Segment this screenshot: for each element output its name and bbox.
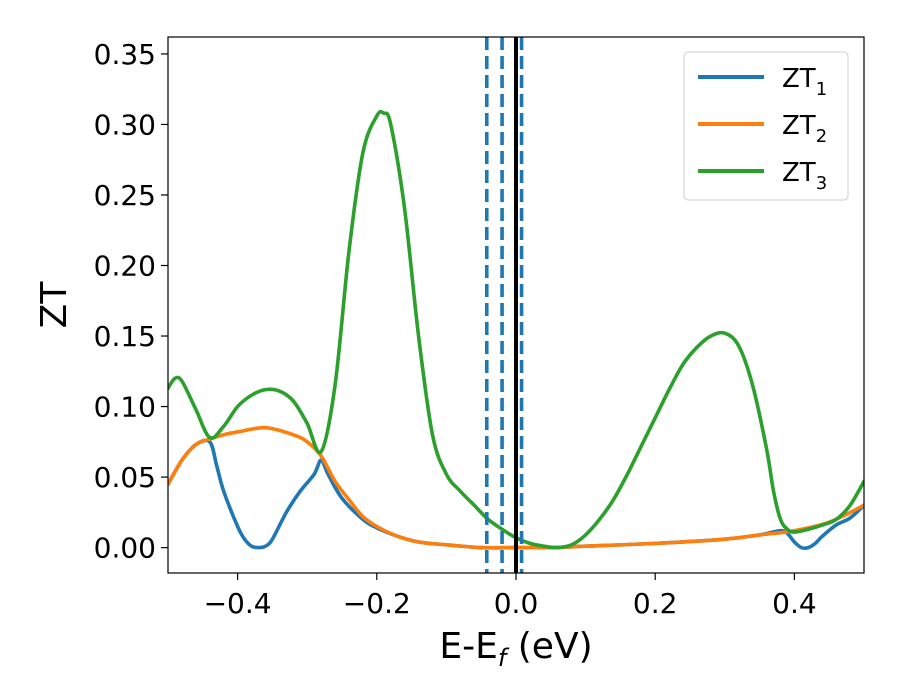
legend: ZT1 ZT2 ZT3 [683, 51, 849, 201]
series-line-zt2 [168, 425, 864, 550]
y-tick-label: 0.15 [94, 320, 156, 353]
y-tick-label: 0.20 [94, 250, 156, 283]
x-tick-label: 0.2 [633, 587, 678, 620]
x-tick-label: 0.0 [494, 587, 539, 620]
y-tick-label: 0.35 [94, 38, 156, 71]
y-tick-label: 0.00 [94, 532, 156, 565]
y-axis-label: ZT [34, 281, 75, 329]
x-tick-label: −0.4 [204, 587, 272, 620]
legend-label-zt1: ZT1 [782, 64, 827, 100]
legend-label-zt2: ZT2 [782, 111, 827, 147]
vline-layer [484, 37, 524, 573]
y-axis-ticks: 0.00 0.05 0.10 0.15 0.20 0.25 0.30 0.35 [94, 38, 168, 565]
series-layer [168, 109, 864, 551]
x-tick-label: −0.2 [343, 587, 411, 620]
y-tick-label: 0.05 [94, 461, 156, 494]
legend-frame [683, 51, 849, 201]
y-tick-label: 0.30 [94, 108, 156, 141]
y-tick-label: 0.10 [94, 391, 156, 424]
y-tick-label: 0.25 [94, 179, 156, 212]
legend-label-zt3: ZT3 [782, 158, 827, 194]
x-axis-label: E-Ef (eV) [439, 626, 592, 672]
x-tick-label: 0.4 [772, 587, 817, 620]
series-line-zt3 [168, 109, 864, 550]
x-axis-ticks: −0.4 −0.2 0.0 0.2 0.4 [204, 573, 817, 620]
